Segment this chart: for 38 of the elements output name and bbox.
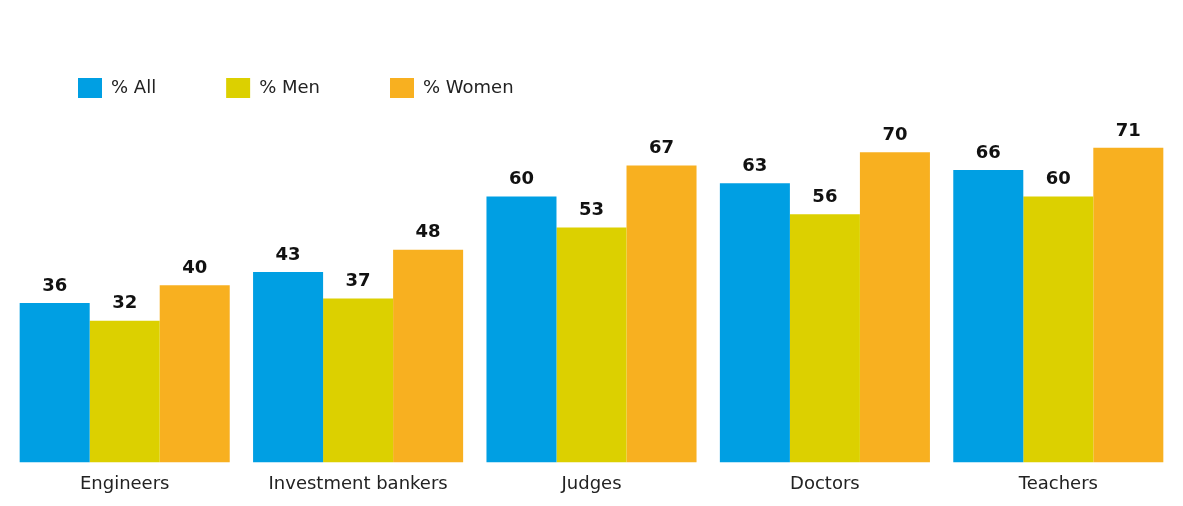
data-label: 48 [415, 220, 441, 242]
bar [556, 227, 627, 463]
bar [159, 285, 230, 463]
x-tick-label: Doctors [790, 471, 860, 493]
data-label: 60 [1045, 167, 1071, 189]
legend-label: % Women [422, 75, 514, 97]
data-label: 60 [508, 167, 535, 189]
bar [719, 183, 790, 463]
data-label: 32 [112, 291, 138, 313]
bar [789, 214, 860, 463]
bar [859, 152, 930, 463]
data-label: 63 [742, 153, 768, 175]
x-tick-label: Engineers [79, 471, 170, 493]
data-label: 66 [975, 140, 1001, 162]
data-label: 43 [275, 242, 301, 264]
bar [1093, 147, 1164, 463]
data-label: 70 [882, 122, 908, 144]
data-label: 36 [42, 273, 68, 295]
data-label: 67 [648, 136, 675, 158]
bar [19, 302, 90, 463]
bar [626, 165, 697, 463]
bar [393, 249, 464, 463]
data-label: 40 [182, 255, 208, 277]
legend-label: % Men [259, 75, 320, 97]
data-label: 71 [1115, 118, 1141, 140]
x-tick-label: Teachers [1017, 471, 1098, 493]
x-tick-label: Investment bankers [268, 471, 448, 493]
bar [486, 196, 557, 463]
bar [1023, 196, 1094, 463]
data-label: 56 [812, 184, 838, 206]
data-label: 53 [578, 198, 605, 220]
bar [89, 320, 160, 463]
legend-label: % All [111, 75, 157, 97]
bar [253, 271, 324, 463]
bar [323, 298, 394, 463]
data-label: 37 [345, 269, 371, 291]
x-tick-label: Judges [560, 471, 622, 493]
bar [953, 170, 1024, 463]
